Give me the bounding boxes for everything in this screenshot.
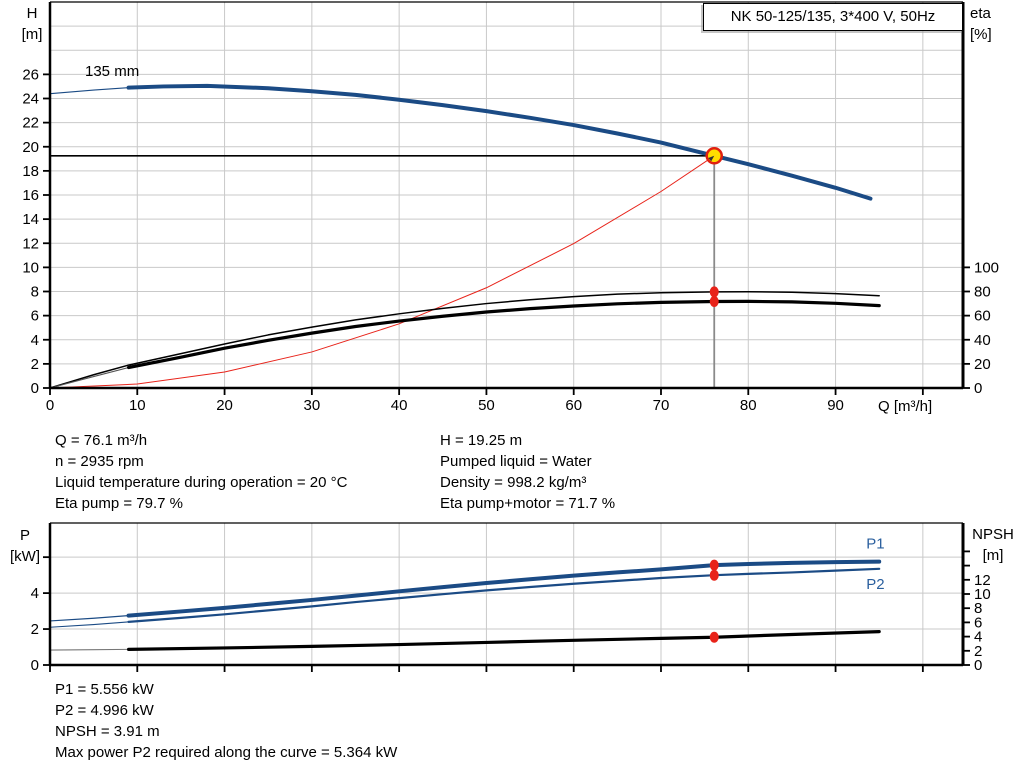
p2-curve-lead bbox=[49, 621, 130, 628]
result-info-line: NPSH = 3.91 m bbox=[55, 723, 160, 740]
duty-info-line: H = 19.25 m bbox=[440, 432, 523, 449]
npsh-curve bbox=[126, 630, 881, 651]
x-tick-label: 30 bbox=[304, 397, 321, 414]
left-tick-label: 2 bbox=[31, 621, 39, 638]
left-tick-label: 18 bbox=[22, 163, 39, 180]
left-tick-label: 22 bbox=[22, 115, 39, 132]
left-tick-label: 0 bbox=[31, 380, 39, 397]
right-tick-label: 10 bbox=[974, 586, 991, 603]
x-tick-label: 20 bbox=[216, 397, 233, 414]
q-axis-title: Q [m³/h] bbox=[878, 398, 933, 415]
value-dot bbox=[709, 569, 719, 581]
duty-info-line: Pumped liquid = Water bbox=[440, 453, 592, 470]
right-tick-label: 0 bbox=[974, 657, 982, 674]
right-tick-label: 20 bbox=[974, 356, 991, 373]
left-tick-label: 6 bbox=[31, 308, 39, 325]
head-curve bbox=[126, 83, 873, 201]
h-axis-title: H [m] bbox=[10, 3, 54, 45]
p2-curve bbox=[127, 567, 881, 623]
duty-info-line: Liquid temperature during operation = 20… bbox=[55, 474, 348, 491]
eta-axis-symbol: eta bbox=[970, 5, 991, 22]
x-tick-label: 80 bbox=[740, 397, 757, 414]
left-tick-label: 2 bbox=[31, 356, 39, 373]
p1-curve bbox=[126, 559, 882, 618]
duty-info-line: Density = 998.2 kg/m³ bbox=[440, 474, 587, 491]
duty-info-line: Eta pump = 79.7 % bbox=[55, 495, 183, 512]
impeller-diameter-label: 135 mm bbox=[85, 63, 140, 80]
result-info-line: Max power P2 required along the curve = … bbox=[55, 744, 398, 761]
left-tick-label: 14 bbox=[22, 211, 39, 228]
right-tick-label: 80 bbox=[974, 284, 991, 301]
left-tick-label: 16 bbox=[22, 187, 39, 204]
p-axis-title: P [kW] bbox=[3, 525, 47, 567]
value-dot bbox=[709, 286, 719, 298]
p-axis-symbol: P bbox=[19, 527, 30, 544]
x-tick-label: 10 bbox=[129, 397, 146, 414]
left-tick-label: 4 bbox=[31, 332, 39, 349]
left-tick-label: 24 bbox=[22, 91, 39, 108]
head-curve-lead bbox=[49, 87, 130, 95]
npsh-axis-title: NPSH [m] bbox=[966, 524, 1020, 566]
pump-model-title: NK 50-125/135, 3*400 V, 50Hz bbox=[703, 3, 963, 31]
duty-info-line: Eta pump+motor = 71.7 % bbox=[440, 495, 616, 512]
value-dot bbox=[709, 559, 719, 571]
right-tick-label: 60 bbox=[974, 308, 991, 325]
x-tick-label: 50 bbox=[478, 397, 495, 414]
power-npsh-data: P1 = 5.556 kW P2 = 4.996 kW NPSH = 3.91 m M… bbox=[55, 679, 397, 763]
result-info-line: P2 = 4.996 kW bbox=[55, 702, 154, 719]
right-tick-label: 8 bbox=[974, 600, 982, 617]
duty-info-line: n = 2935 rpm bbox=[55, 453, 144, 470]
left-tick-label: 20 bbox=[22, 139, 39, 156]
h-axis-unit: [m] bbox=[21, 26, 43, 43]
series-end-label: P1 bbox=[866, 536, 884, 553]
duty-point-notch bbox=[708, 155, 715, 162]
left-tick-label: 26 bbox=[22, 66, 39, 83]
x-tick-label: 0 bbox=[46, 397, 54, 414]
eta-axis-unit: [%] bbox=[970, 26, 992, 43]
x-tick-label: 60 bbox=[565, 397, 582, 414]
left-tick-label: 10 bbox=[22, 259, 39, 276]
npsh-axis-symbol: NPSH bbox=[972, 526, 1014, 543]
eta-pump bbox=[49, 290, 880, 389]
left-tick-label: 0 bbox=[31, 657, 39, 674]
x-tick-label: 40 bbox=[391, 397, 408, 414]
x-tick-label: 70 bbox=[653, 397, 670, 414]
right-tick-label: 6 bbox=[974, 614, 982, 631]
result-info-line: P1 = 5.556 kW bbox=[55, 681, 154, 698]
eta-pump-motor bbox=[126, 299, 881, 370]
h-axis-symbol: H bbox=[26, 5, 38, 22]
right-tick-label: 0 bbox=[974, 380, 982, 397]
right-tick-label: 2 bbox=[974, 643, 982, 660]
series-end-label: P2 bbox=[866, 576, 884, 593]
value-dot bbox=[709, 631, 719, 643]
duty-info-line: Q = 76.1 m³/h bbox=[55, 432, 148, 449]
right-tick-label: 4 bbox=[974, 629, 982, 646]
left-tick-label: 12 bbox=[22, 235, 39, 252]
npsh-curve-lead bbox=[49, 648, 130, 651]
p-axis-unit: [kW] bbox=[10, 548, 40, 565]
npsh-axis-unit: [m] bbox=[982, 547, 1004, 564]
right-tick-label: 100 bbox=[974, 259, 999, 276]
left-tick-label: 4 bbox=[31, 585, 39, 602]
left-tick-label: 8 bbox=[31, 284, 39, 301]
eta-axis-title: eta [%] bbox=[967, 3, 1016, 45]
right-tick-label: 40 bbox=[974, 332, 991, 349]
duty-data-right: H = 19.25 m Pumped liquid = Water Density … bbox=[440, 430, 615, 514]
top-chart: 0 10 20 30 40 50 60 70 80 90024681012141618202224… bbox=[22, 1, 999, 414]
value-dot bbox=[709, 296, 719, 308]
duty-data-left: Q = 76.1 m³/h n = 2935 rpm Liquid temperat… bbox=[55, 430, 347, 514]
p1-curve-lead bbox=[49, 614, 130, 622]
x-tick-label: 90 bbox=[827, 397, 844, 414]
eta-pump-motor-lead bbox=[49, 366, 130, 389]
right-tick-label: 12 bbox=[974, 572, 991, 589]
system-curve bbox=[49, 155, 715, 389]
